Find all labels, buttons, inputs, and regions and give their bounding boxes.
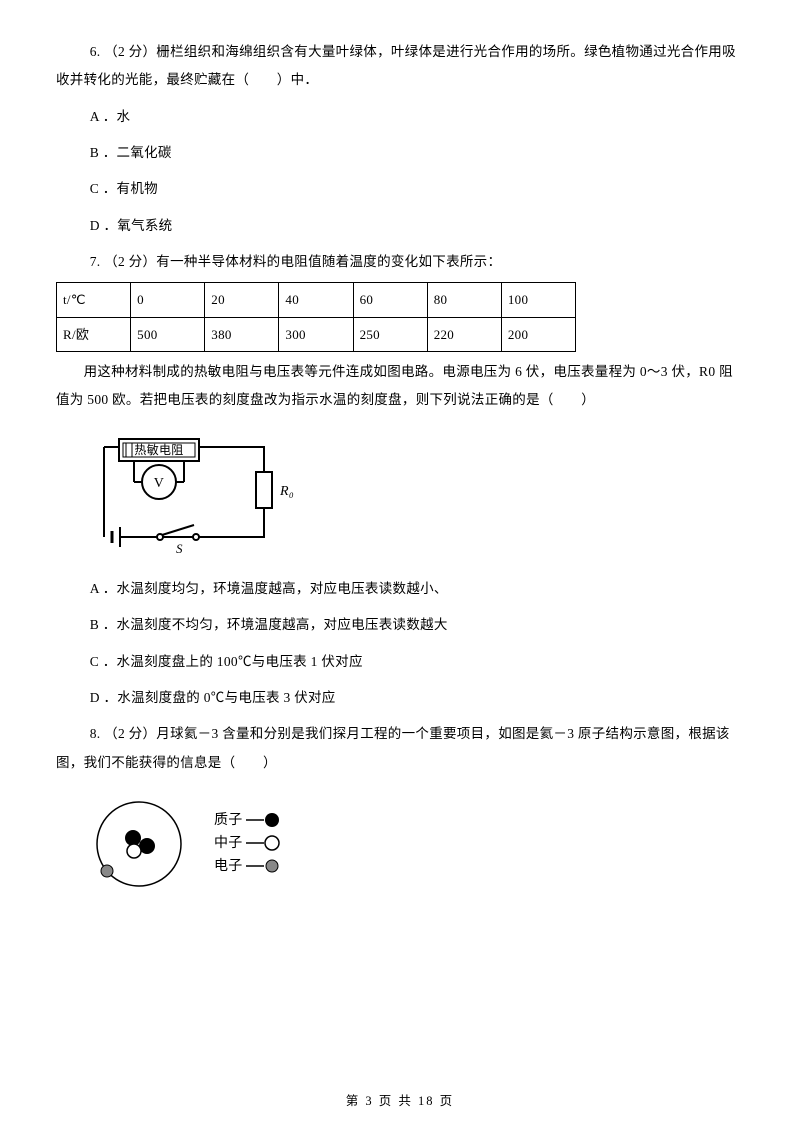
page: 6. （2 分）栅栏组织和海绵组织含有大量叶绿体，叶绿体是进行光合作用的场所。绿… xyxy=(0,0,800,1132)
voltmeter-label: V xyxy=(154,476,164,491)
q7-table: t/℃ 0 20 40 60 80 100 R/欧 500 380 300 25… xyxy=(56,282,576,352)
cell: t/℃ xyxy=(57,283,131,317)
cell: 0 xyxy=(131,283,205,317)
table-row: t/℃ 0 20 40 60 80 100 xyxy=(57,283,576,317)
q7-option-b: B ．水温刻度不均匀，环境温度越高，对应电压表读数越大 xyxy=(56,611,744,639)
q8-atom-diagram: 质子 中子 电子 xyxy=(84,789,744,909)
q7-body: 用这种材料制成的热敏电阻与电压表等元件连成如图电路。电源电压为 6 伏，电压表量… xyxy=(56,358,744,415)
neutron-label: 中子 xyxy=(214,835,243,851)
cell: 380 xyxy=(205,317,279,351)
switch-label: S xyxy=(176,541,183,556)
q6-stem: 6. （2 分）栅栏组织和海绵组织含有大量叶绿体，叶绿体是进行光合作用的场所。绿… xyxy=(56,38,744,95)
cell: 20 xyxy=(205,283,279,317)
q6-option-a: A ．水 xyxy=(56,103,744,131)
page-footer: 第 3 页 共 18 页 xyxy=(0,1088,800,1114)
r0-label: R₀ xyxy=(279,484,294,499)
electron-label: 电子 xyxy=(214,858,243,874)
table-row: R/欧 500 380 300 250 220 200 xyxy=(57,317,576,351)
cell: R/欧 xyxy=(57,317,131,351)
q6-option-b: B ．二氧化碳 xyxy=(56,139,744,167)
q7-option-d: D ．水温刻度盘的 0℃与电压表 3 伏对应 xyxy=(56,684,744,712)
cell: 500 xyxy=(131,317,205,351)
q6-option-d: D ．氧气系统 xyxy=(56,212,744,240)
q7-option-c: C ．水温刻度盘上的 100℃与电压表 1 伏对应 xyxy=(56,648,744,676)
cell: 300 xyxy=(279,317,353,351)
cell: 100 xyxy=(501,283,575,317)
cell: 40 xyxy=(279,283,353,317)
q7-stem: 7. （2 分）有一种半导体材料的电阻值随着温度的变化如下表所示： xyxy=(56,248,744,276)
cell: 220 xyxy=(427,317,501,351)
q7-option-a: A ．水温刻度均匀，环境温度越高，对应电压表读数越小、 xyxy=(56,575,744,603)
cell: 80 xyxy=(427,283,501,317)
q7-circuit-diagram: 热敏电阻 V R₀ S xyxy=(84,427,744,567)
q8-stem: 8. （2 分）月球氦－3 含量和分别是我们探月工程的一个重要项目，如图是氦－3… xyxy=(56,720,744,777)
cell: 250 xyxy=(353,317,427,351)
q6-option-c: C ．有机物 xyxy=(56,175,744,203)
cell: 60 xyxy=(353,283,427,317)
thermistor-label: 热敏电阻 xyxy=(134,442,183,457)
proton-label: 质子 xyxy=(214,812,243,828)
cell: 200 xyxy=(501,317,575,351)
